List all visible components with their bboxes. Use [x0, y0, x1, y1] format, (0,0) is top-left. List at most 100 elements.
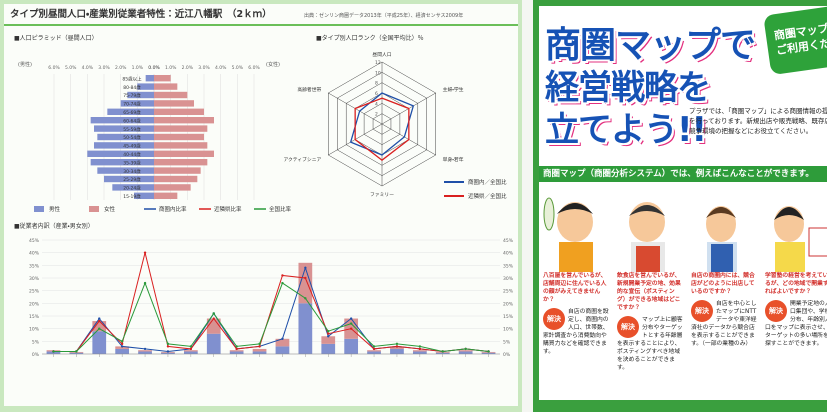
- bar-segment: [229, 350, 244, 352]
- male-bar: [90, 159, 154, 166]
- y-tick-label: 40%: [29, 251, 40, 257]
- line-marker: [327, 330, 330, 333]
- male-bar: [134, 192, 154, 199]
- pyramid-right-unit: (女性): [266, 61, 280, 68]
- title-line: 商圏マップで: [545, 25, 756, 66]
- bar-segment: [344, 338, 359, 354]
- line-marker: [304, 276, 307, 280]
- report-source: 出典：ゼンリン商圏データ2013年（平成25年）、経済センサス2009年: [304, 12, 463, 19]
- male-bar: [94, 125, 154, 132]
- male-bar: [107, 108, 154, 115]
- x-tick-label: 3.0%: [198, 65, 210, 71]
- line-marker: [120, 345, 124, 348]
- age-label: 25-29歳: [123, 176, 141, 183]
- bar-segment: [412, 351, 427, 354]
- solve-badge: 解決: [691, 300, 713, 322]
- y-tick-label: 20%: [29, 301, 40, 307]
- line-marker: [75, 350, 78, 353]
- line-marker: [98, 317, 101, 320]
- female-bar: [154, 100, 194, 107]
- column: 自店の商圏内には、競合店がどのように出店しているのですか？ 解決 自店を中心としたマ…: [691, 272, 757, 398]
- age-label: 55-59歳: [123, 126, 141, 133]
- line-marker: [281, 281, 284, 285]
- legend-swatch: [89, 206, 99, 212]
- pyramid-heading: ■人口ピラミッド（昼間人口）: [14, 35, 98, 42]
- female-bar: [154, 133, 204, 141]
- radar-tick-label: 10: [375, 70, 381, 76]
- line-marker: [327, 332, 330, 335]
- line-marker: [372, 345, 376, 348]
- line-marker: [143, 251, 147, 254]
- column-answer: マップ上に顧客分布やターゲットとする年齢層を表示することにより、ポスティングすべ…: [617, 317, 683, 371]
- bar-segment: [275, 338, 290, 347]
- legend-label: 女性: [104, 205, 116, 213]
- female-bar: [154, 159, 208, 166]
- solve-badge: 解決: [765, 300, 787, 322]
- radar-axis-label: 昼間人口: [372, 52, 391, 58]
- y2-tick-label: 10%: [503, 327, 514, 333]
- bar-segment: [138, 351, 152, 354]
- column: 飲食店を営んでいるが、新規開業予定の地、効果的な宣伝（ポスティング）ができる地域…: [617, 272, 683, 398]
- age-label: 60-64歳: [123, 117, 141, 124]
- line-marker: [464, 347, 467, 351]
- badge: 商圏マップを ご利用くださ: [763, 6, 827, 76]
- bar-segment: [206, 333, 221, 354]
- y-tick-label: 15%: [29, 314, 40, 320]
- x-tick-label: 4.0%: [82, 65, 94, 71]
- female-bar: [154, 75, 171, 82]
- y-tick-label: 30%: [29, 276, 40, 282]
- radar-tick-label: 12: [375, 60, 381, 66]
- column-question: 八百屋を営んでいるが、店舗周辺に住んでいる人の顔がみえてきませんか？: [543, 273, 607, 303]
- y2-tick-label: 45%: [503, 238, 514, 244]
- bar-segment: [46, 351, 61, 354]
- banner: 商圏マップ（商圏分析システム）では、例えばこんなことができます。: [539, 166, 827, 182]
- bar-segment: [92, 331, 107, 354]
- female-bar: [154, 150, 214, 157]
- bar-segment: [367, 351, 381, 354]
- x-tick-label: 2.0%: [115, 65, 127, 71]
- figure: [774, 206, 827, 272]
- line-marker: [418, 347, 422, 351]
- line-marker: [327, 335, 330, 338]
- bar-segment: [275, 346, 290, 354]
- x-tick-label: 5.0%: [65, 65, 77, 71]
- age-label: 65-69歳: [123, 109, 141, 116]
- male-bar: [94, 142, 154, 149]
- bar-segment: [367, 350, 381, 352]
- x-tick-label: 0.0%: [148, 65, 160, 71]
- column-question: 自店の商圏内には、競合店がどのように出店しているのですか？: [691, 273, 755, 295]
- line-series: [53, 281, 489, 352]
- line-marker: [258, 345, 261, 348]
- line-series: [53, 252, 489, 352]
- male-bar: [137, 83, 154, 90]
- line-marker: [143, 281, 147, 285]
- bar-segment: [92, 321, 107, 332]
- figure: [629, 202, 665, 272]
- legend-label: 男性: [49, 205, 61, 213]
- line-marker: [349, 322, 353, 325]
- age-label: 30-34歳: [123, 168, 141, 175]
- figure: [543, 197, 593, 272]
- bar-segment: [390, 346, 404, 349]
- x-tick-label: 3.0%: [98, 65, 110, 71]
- bar-segment: [298, 303, 313, 354]
- age-label: 40-44歳: [123, 151, 141, 158]
- radar-axis-label: アクティブシニア: [283, 156, 321, 163]
- age-label: 15-19歳: [123, 193, 141, 200]
- female-bar: [154, 91, 188, 99]
- male-bar: [127, 91, 154, 99]
- line-marker: [120, 340, 124, 343]
- age-label: 70-74歳: [123, 101, 141, 108]
- column-question: 飲食店を営んでいるが、新規開業予定の地、効果的な宣伝（ポスティング）ができる地域…: [617, 273, 681, 311]
- bar-segment: [229, 351, 244, 354]
- line-marker: [349, 327, 353, 330]
- radar-axis-label: 単身・若年: [443, 156, 464, 163]
- x-tick-label: 2.0%: [182, 65, 194, 71]
- line-marker: [98, 327, 101, 330]
- age-label: 50-54歳: [123, 134, 141, 141]
- bar-segment: [298, 262, 313, 304]
- line-marker: [143, 347, 147, 351]
- x-tick-label: 5.0%: [232, 65, 244, 71]
- legend-swatch: [34, 206, 44, 212]
